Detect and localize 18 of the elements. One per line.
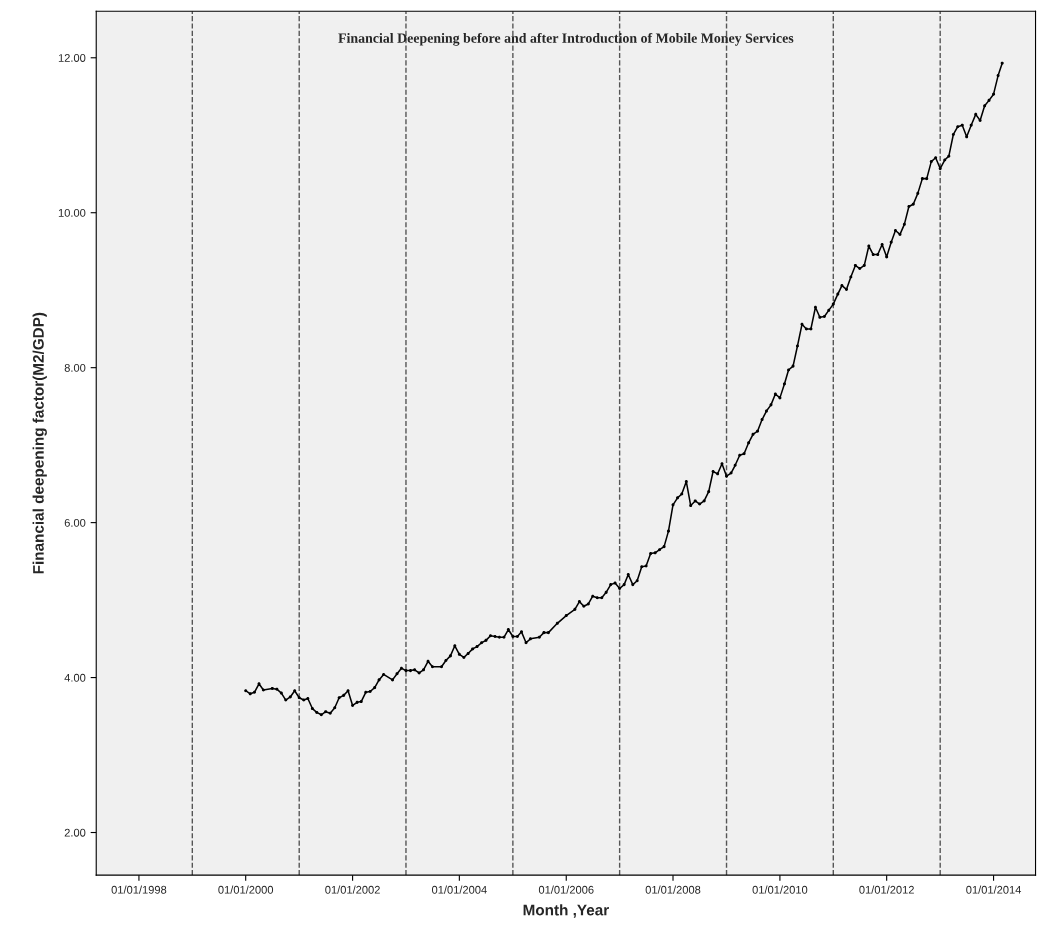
x-tick-label: 01/01/2014 <box>966 885 1022 894</box>
x-tick-label: 01/01/2004 <box>431 885 487 894</box>
x-tick-label: 01/01/2008 <box>645 885 701 894</box>
y-tick-label: 6.00 <box>64 518 86 527</box>
x-tick-label: 01/01/2006 <box>538 885 594 894</box>
x-axis-title: Month ,Year <box>523 904 609 918</box>
x-tick-label: 01/01/2010 <box>752 885 808 894</box>
x-tick-label: 01/01/2002 <box>325 885 380 894</box>
y-tick-label: 8.00 <box>64 363 86 372</box>
y-tick-label: 12.00 <box>58 54 86 62</box>
y-tick-label: 2.00 <box>64 828 86 837</box>
x-tick-label: 01/01/2000 <box>218 885 274 894</box>
y-tick-label: 4.00 <box>64 673 86 682</box>
y-tick-label: 10.00 <box>58 208 86 217</box>
text: Financial Deepening before and after Introduction of Mobile Money Services <box>338 32 794 46</box>
y-axis-title: Financial deepening factor(M2/GDP) <box>32 312 47 574</box>
x-tick-label: 01/01/1998 <box>111 885 167 894</box>
x-tick-label: 01/01/2012 <box>859 885 914 894</box>
